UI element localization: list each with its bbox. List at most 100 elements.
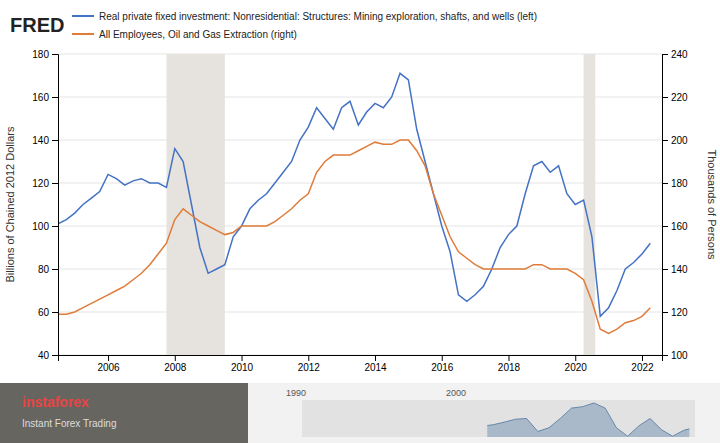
tick-label: 100 [32, 221, 49, 232]
data-area [487, 403, 689, 437]
y2-axis: 100 120 140 160 180 200 220 240 [662, 49, 688, 361]
tick-mark [662, 269, 668, 270]
tick-label: 80 [38, 264, 50, 275]
title: FRED [10, 14, 64, 36]
tick: 140 [32, 135, 58, 146]
tick: 160 [32, 92, 58, 103]
legend-swatch [72, 15, 94, 17]
tick-mark [642, 355, 643, 361]
legend-label: Real private fixed investment: Nonreside… [99, 11, 537, 22]
tick-label: 60 [38, 307, 50, 318]
tick-label: 140 [671, 264, 688, 275]
annotation: 2000 [446, 388, 466, 398]
tick-mark [52, 312, 58, 313]
tick-mark [52, 226, 58, 227]
plot-area [58, 54, 650, 355]
grid-line [58, 97, 662, 98]
tick: 200 [662, 135, 688, 146]
tick-mark [662, 226, 668, 227]
tick: 100 [32, 221, 58, 232]
grid-line [58, 226, 662, 227]
annotation: instaforex [22, 394, 89, 410]
axis-line [663, 55, 669, 356]
tick-mark [52, 140, 58, 141]
grid-line [58, 269, 662, 270]
tick-label: 2016 [431, 362, 454, 373]
grid-line [58, 140, 662, 141]
tick: 100 [662, 350, 688, 361]
tick-label: 100 [671, 350, 688, 361]
tick: 2012 [298, 355, 321, 373]
tick: 2014 [364, 355, 387, 373]
tick-label: 40 [38, 350, 50, 361]
tick: 2008 [164, 355, 187, 373]
tick-label: 180 [32, 49, 49, 60]
tick-label: 2014 [364, 362, 387, 373]
tick: 2010 [231, 355, 254, 373]
y-axis-title: Billions of Chained 2012 Dollars [4, 126, 16, 282]
tick-mark [508, 355, 509, 361]
tick: 140 [662, 264, 688, 275]
tick-label: 180 [671, 178, 688, 189]
tick-label: 2018 [498, 362, 521, 373]
tick: 2018 [498, 355, 521, 373]
tick: 40 [38, 350, 58, 361]
tick-label: 2006 [97, 362, 120, 373]
tick-mark [662, 54, 668, 55]
tick: 2016 [431, 355, 454, 373]
tick-label: 160 [671, 221, 688, 232]
tick-mark [52, 183, 58, 184]
y2-axis-title: Thousands of Persons [706, 149, 718, 260]
legend: Real private fixed investment: Nonreside… [72, 11, 537, 40]
tick-mark [52, 355, 58, 356]
footer-background [0, 383, 720, 443]
tick: 120 [32, 178, 58, 189]
y-axis: 40 60 80 100 120 140 160 180 [32, 49, 58, 361]
tick-mark [662, 97, 668, 98]
axis-line [52, 55, 59, 356]
grid-line [58, 312, 662, 313]
tick: 160 [662, 221, 688, 232]
tick: 180 [32, 49, 58, 60]
tick: 2020 [565, 355, 588, 373]
chart-svg: FRED Real private fixed investment: Nonre… [0, 0, 720, 443]
tick-label: 2020 [565, 362, 588, 373]
grid-line [58, 54, 662, 55]
axis-line [59, 356, 663, 362]
annotation: 1990 [286, 388, 306, 398]
tick-label: 120 [671, 307, 688, 318]
shaded-range [166, 54, 224, 355]
tick-label: 120 [32, 178, 49, 189]
tick: 180 [662, 178, 688, 189]
tick: 220 [662, 92, 688, 103]
grid [58, 54, 662, 355]
tick: 120 [662, 307, 688, 318]
tick-mark [662, 312, 668, 313]
tick-mark [108, 355, 109, 361]
chart-container: FRED Real private fixed investment: Nonre… [0, 0, 720, 443]
tick-mark [52, 54, 58, 55]
tick: 80 [38, 264, 58, 275]
tick-mark [308, 355, 309, 361]
tick-label: 200 [671, 135, 688, 146]
mini-background [302, 400, 695, 437]
data-line [58, 73, 650, 316]
tick: 2006 [97, 355, 120, 373]
tick-mark [242, 355, 243, 361]
tick-label: 220 [671, 92, 688, 103]
tick-mark [662, 183, 668, 184]
tick-label: 2022 [631, 362, 654, 373]
data-line [58, 140, 650, 334]
tick-label: 2012 [298, 362, 321, 373]
tick: 240 [662, 49, 688, 60]
tick-mark [175, 355, 176, 361]
tick-mark [662, 140, 668, 141]
tick-mark [375, 355, 376, 361]
tick-label: 2008 [164, 362, 187, 373]
legend-swatch [72, 33, 94, 35]
annotation: Instant Forex Trading [22, 418, 117, 429]
x-axis: 2006 2008 2010 2012 2014 2016 2018 2020 2022 [59, 355, 663, 373]
logo-background [0, 383, 248, 443]
tick: 60 [38, 307, 58, 318]
tick-mark [662, 355, 668, 356]
